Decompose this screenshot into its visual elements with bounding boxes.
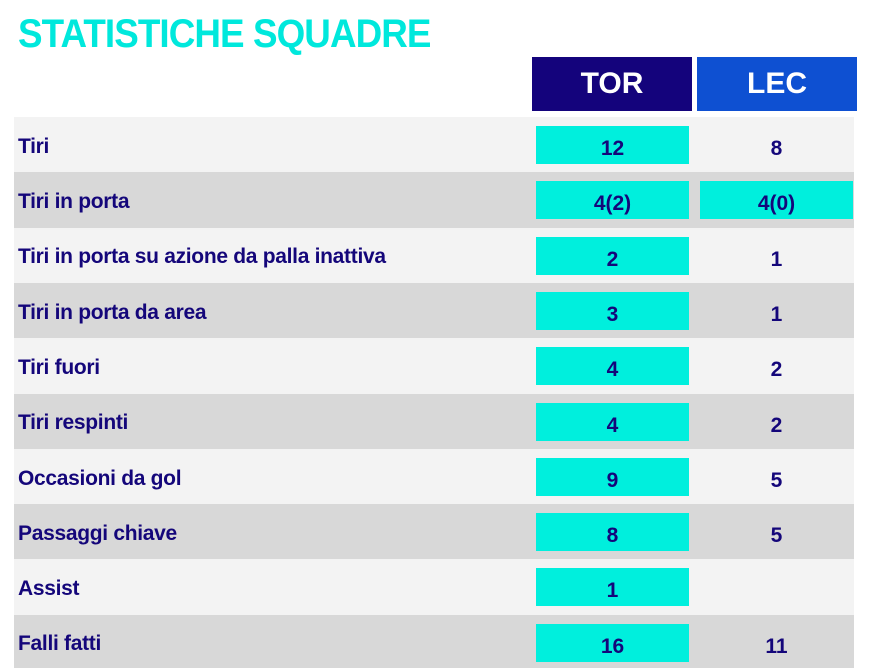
stat-label: Tiri in porta da area bbox=[18, 300, 207, 324]
page-title: STATISTICHE SQUADRE bbox=[18, 12, 431, 56]
home-value: 8 bbox=[536, 513, 689, 552]
away-value: 11 bbox=[765, 634, 788, 658]
team-header-away: LEC bbox=[697, 57, 857, 111]
table-row: Passaggi chiave 8 5 bbox=[14, 504, 854, 560]
home-value: 4(2) bbox=[536, 181, 689, 220]
team-header-home: TOR bbox=[532, 57, 692, 111]
stat-label: Occasioni da gol bbox=[18, 466, 182, 490]
away-value: 4(0) bbox=[700, 181, 853, 220]
home-value: 1 bbox=[536, 568, 689, 607]
stat-label: Tiri in porta su azione da palla inattiv… bbox=[18, 245, 386, 269]
home-value: 12 bbox=[536, 126, 689, 164]
away-value: 8 bbox=[770, 137, 783, 160]
table-row: Tiri in porta su azione da palla inattiv… bbox=[14, 227, 854, 284]
home-value: 2 bbox=[536, 236, 689, 275]
table-row: Tiri in porta 4(2) 4(0) bbox=[14, 172, 854, 228]
stat-label: Tiri bbox=[18, 134, 50, 158]
table-row: Tiri 12 8 bbox=[14, 117, 854, 173]
home-value: 16 bbox=[536, 623, 689, 662]
stat-label: Falli fatti bbox=[18, 632, 102, 656]
table-row: Falli fatti 16 11 bbox=[14, 614, 854, 668]
away-value bbox=[700, 568, 853, 606]
stat-label: Passaggi chiave bbox=[18, 521, 177, 545]
table-row: Assist 1 bbox=[14, 559, 854, 615]
table-row: Tiri respinti 4 2 bbox=[14, 393, 854, 449]
home-value: 3 bbox=[536, 291, 689, 330]
table-row: Occasioni da gol 9 5 bbox=[14, 448, 854, 505]
stat-label: Assist bbox=[18, 577, 80, 601]
table-row: Tiri in porta da area 3 1 bbox=[14, 282, 854, 339]
stat-label: Tiri fuori bbox=[18, 355, 100, 379]
away-value: 5 bbox=[770, 524, 783, 548]
away-value: 1 bbox=[770, 302, 783, 326]
away-value: 2 bbox=[770, 413, 783, 437]
away-value: 1 bbox=[770, 247, 783, 271]
stat-label: Tiri in porta bbox=[18, 190, 130, 214]
table-row: Tiri fuori 4 2 bbox=[14, 338, 854, 394]
away-value: 2 bbox=[770, 358, 783, 382]
home-value: 4 bbox=[536, 347, 689, 386]
stat-label: Tiri respinti bbox=[18, 411, 129, 435]
home-value: 9 bbox=[536, 457, 689, 496]
away-value: 5 bbox=[770, 468, 783, 492]
home-value: 4 bbox=[536, 402, 689, 441]
